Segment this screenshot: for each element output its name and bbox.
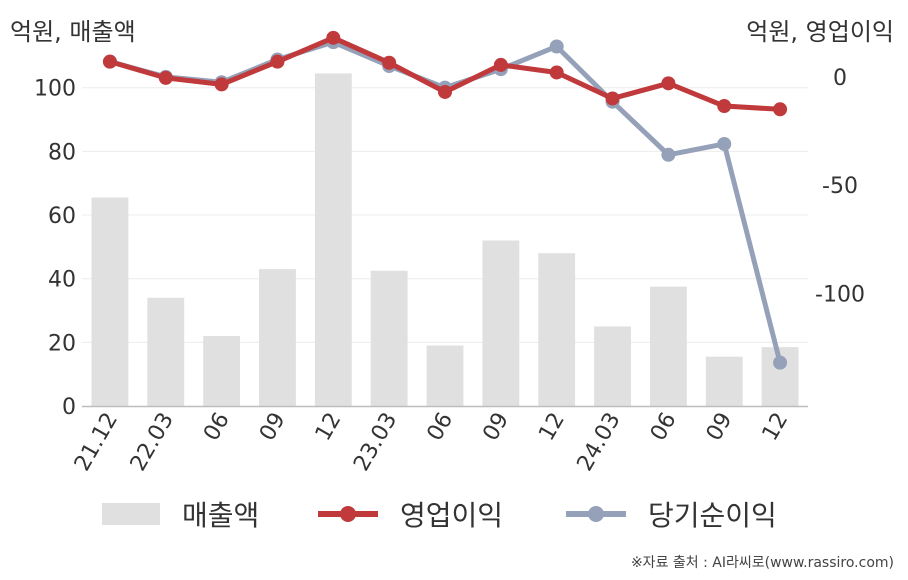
legend-item-operating-profit: 영업이익 [318, 494, 503, 534]
bar-sales [370, 270, 408, 406]
x-tick-label: 21.12 [70, 409, 123, 476]
left-tick-label: 60 [48, 204, 76, 229]
x-tick-label: 06 [646, 409, 682, 446]
point-operating-profit [717, 99, 732, 114]
sales-bars [91, 73, 799, 406]
legend-label-net-income: 당기순이익 [648, 499, 777, 532]
x-tick-label: 09 [702, 409, 738, 446]
x-tick-label: 24.03 [573, 409, 626, 476]
bar-sales [203, 335, 241, 406]
bar-sales [649, 286, 687, 406]
legend-label-operating-profit: 영업이익 [400, 499, 504, 532]
x-tick-label: 12 [311, 409, 347, 446]
point-operating-profit [270, 54, 285, 69]
x-tick-label: 06 [199, 409, 235, 446]
left-tick-label: 0 [62, 395, 76, 420]
bar-sales [91, 197, 129, 406]
point-net-income [661, 147, 676, 162]
left-tick-label: 20 [48, 331, 76, 356]
bar-sales [314, 73, 352, 406]
point-net-income [717, 136, 732, 151]
x-tick-label: 09 [478, 409, 514, 446]
right-tick-label: -100 [815, 282, 865, 307]
point-operating-profit [382, 55, 397, 70]
bar-sales [426, 345, 464, 406]
x-tick-label: 06 [423, 409, 459, 446]
series-lines [102, 30, 788, 370]
x-tick-label: 23.03 [349, 409, 402, 476]
legend-swatch-sales [102, 503, 160, 525]
point-operating-profit [438, 84, 452, 99]
x-tick-label: 12 [534, 409, 570, 446]
source-credit: ※자료 출처 : AI라씨로(www.rassiro.com) [630, 555, 894, 571]
point-operating-profit [214, 77, 229, 92]
legend-item-net-income: 당기순이익 [566, 494, 777, 534]
bar-sales [482, 240, 520, 406]
bar-sales [594, 326, 631, 406]
legend-item-sales: 매출액 [102, 494, 259, 534]
point-operating-profit [493, 57, 508, 72]
right-tick-label: 0 [833, 66, 847, 91]
point-net-income [549, 39, 564, 54]
x-tick-label: 12 [758, 409, 794, 446]
point-operating-profit [661, 76, 676, 91]
legend-swatch-net-income [566, 494, 626, 534]
point-operating-profit [549, 65, 564, 80]
point-operating-profit [102, 54, 117, 69]
point-operating-profit [773, 102, 788, 117]
grid-lines [82, 87, 808, 343]
left-tick-label: 80 [48, 140, 76, 165]
right-tick-label: -50 [822, 174, 858, 199]
left-axis-unit: 억원, 매출액 [10, 18, 136, 46]
point-operating-profit [326, 30, 341, 45]
bar-sales [147, 297, 185, 406]
point-net-income [773, 355, 788, 370]
bar-sales [705, 356, 743, 406]
legend-label-sales: 매출액 [182, 499, 260, 532]
right-axis-unit: 억원, 영업이익 [746, 18, 894, 46]
point-operating-profit [158, 70, 173, 85]
left-tick-label: 100 [34, 77, 76, 102]
point-operating-profit [605, 91, 620, 106]
bar-sales [259, 269, 296, 406]
x-tick-label: 22.03 [126, 409, 179, 476]
left-tick-label: 40 [48, 268, 76, 293]
legend-swatch-operating-profit [318, 494, 378, 534]
x-tick-label: 09 [255, 409, 291, 446]
bar-sales [538, 253, 576, 406]
